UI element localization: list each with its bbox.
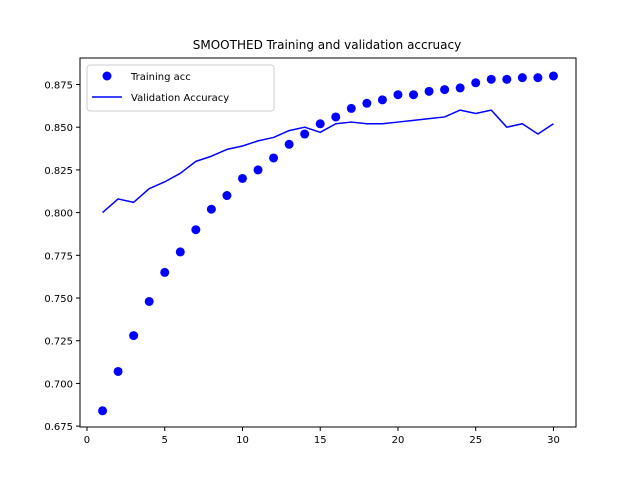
- data-point-training-acc: [144, 296, 154, 306]
- x-tick-label: 20: [392, 435, 405, 446]
- legend-marker-training-acc: [102, 71, 112, 81]
- data-point-training-acc: [331, 112, 341, 122]
- data-point-training-acc: [471, 78, 481, 88]
- y-tick-label: 0.725: [44, 337, 73, 348]
- data-point-training-acc: [315, 119, 325, 129]
- data-point-training-acc: [362, 98, 372, 108]
- x-tick-label: 0: [84, 435, 90, 446]
- series-layer: [98, 71, 558, 416]
- data-point-training-acc: [113, 366, 123, 376]
- x-tick-label: 10: [236, 435, 249, 446]
- data-point-training-acc: [424, 86, 434, 96]
- legend: Training acc Validation Accuracy: [86, 64, 275, 112]
- plot-area: [79, 57, 577, 428]
- data-point-training-acc: [533, 73, 543, 83]
- y-tick-label: 0.675: [44, 422, 73, 433]
- data-point-training-acc: [455, 83, 465, 93]
- data-point-training-acc: [237, 173, 247, 183]
- legend-label-training-acc: Training acc: [130, 72, 191, 83]
- data-point-training-acc: [206, 204, 216, 214]
- data-point-training-acc: [440, 85, 450, 95]
- data-point-training-acc: [346, 103, 356, 113]
- y-tick-label: 0.825: [44, 166, 73, 177]
- data-point-training-acc: [160, 267, 170, 277]
- y-tick-label: 0.800: [44, 209, 73, 220]
- y-tick-label: 0.775: [44, 251, 73, 262]
- x-tick-label: 15: [314, 435, 327, 446]
- data-point-training-acc: [502, 74, 512, 84]
- y-tick-label: 0.750: [44, 294, 73, 305]
- data-point-training-acc: [284, 139, 294, 149]
- data-point-training-acc: [393, 90, 403, 100]
- data-point-training-acc: [486, 74, 496, 84]
- y-tick-label: 0.850: [44, 123, 73, 134]
- data-point-training-acc: [409, 90, 419, 100]
- data-point-training-acc: [300, 129, 310, 139]
- axes-frame: [79, 57, 577, 428]
- data-point-training-acc: [377, 95, 387, 105]
- data-point-training-acc: [191, 225, 201, 235]
- data-point-training-acc: [98, 406, 108, 416]
- legend-box: [86, 64, 275, 112]
- y-tick-label: 0.875: [44, 80, 73, 91]
- x-axis: 0 5 10 15 20 25 30: [84, 427, 560, 446]
- series-line-validation-accuracy: [102, 109, 554, 214]
- data-point-training-acc: [548, 71, 558, 81]
- legend-label-validation-accuracy: Validation Accuracy: [131, 93, 229, 104]
- data-point-training-acc: [253, 165, 263, 175]
- x-tick-label: 5: [162, 435, 168, 446]
- data-point-training-acc: [517, 73, 527, 83]
- data-point-training-acc: [269, 153, 279, 163]
- x-tick-label: 30: [547, 435, 560, 446]
- y-tick-label: 0.700: [44, 379, 73, 390]
- data-point-training-acc: [129, 331, 139, 341]
- data-point-training-acc: [175, 247, 185, 257]
- y-axis: 0.675 0.700 0.725 0.750 0.775 0.800 0.825 0.850…: [44, 80, 80, 433]
- x-tick-label: 25: [469, 435, 482, 446]
- data-point-training-acc: [222, 191, 232, 201]
- chart-title: SMOOTHED Training and validation accruac…: [193, 38, 461, 52]
